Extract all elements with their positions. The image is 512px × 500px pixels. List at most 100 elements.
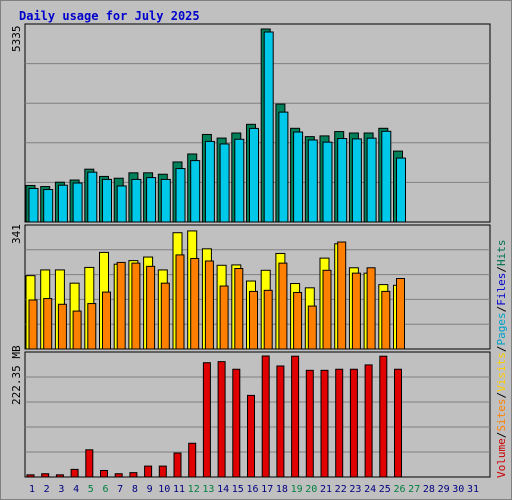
day-label: 15 [232, 484, 244, 495]
sites-bar [381, 290, 391, 350]
volume-bar [394, 368, 402, 478]
volume-bar [349, 368, 358, 478]
day-label: 18 [276, 484, 288, 495]
day-label: 10 [158, 484, 170, 495]
volume-bar [158, 465, 167, 478]
day-label: 21 [320, 484, 332, 495]
files-bar [146, 177, 157, 223]
volume-bar [55, 474, 64, 478]
legend-item: / [495, 392, 508, 399]
volume-bar [379, 355, 388, 478]
day-label: 2 [44, 484, 50, 495]
volume-bar [173, 452, 182, 478]
day-label: 20 [305, 484, 317, 495]
legend-item: / [495, 266, 508, 273]
day-label: 4 [73, 484, 79, 495]
visits-sites-max-label: 341 [10, 224, 23, 244]
day-label: 28 [423, 484, 435, 495]
files-bar [160, 178, 171, 223]
day-label: 8 [132, 484, 138, 495]
files-bar [57, 184, 68, 223]
day-label: 19 [291, 484, 303, 495]
sites-bar [366, 267, 376, 350]
day-label: 17 [261, 484, 273, 495]
sites-bar [57, 303, 67, 350]
files-bar [175, 168, 186, 223]
legend: Volume/Sites/Visits/Pages/Files/Hits [495, 240, 508, 479]
volume-bar [114, 473, 123, 478]
volume-bar [320, 369, 329, 478]
day-label: 30 [452, 484, 464, 495]
legend-item: / [495, 432, 508, 439]
volume-bar [129, 472, 138, 478]
files-bar [322, 141, 333, 223]
files-bar [204, 140, 215, 223]
sites-bar [102, 291, 111, 350]
day-label: 23 [349, 484, 361, 495]
legend-item: Hits [495, 240, 508, 267]
volume-panel [24, 351, 491, 478]
sites-bar [43, 298, 53, 350]
chart-title: Daily usage for July 2025 [19, 9, 200, 23]
files-bar [131, 178, 142, 223]
legend-item: / [495, 306, 508, 313]
day-label: 7 [117, 484, 123, 495]
files-bar [190, 160, 201, 223]
day-label: 14 [217, 484, 229, 495]
sites-bar [28, 299, 38, 350]
volume-bar [41, 473, 50, 478]
legend-item: Pages [495, 312, 508, 345]
volume-max-label: 222.35 MB [10, 345, 23, 405]
sites-bar [160, 282, 170, 350]
volume-bar [188, 442, 197, 478]
sites-bar [293, 291, 303, 350]
sites-bar [249, 290, 258, 350]
day-label: 3 [58, 484, 64, 495]
day-label: 29 [438, 484, 450, 495]
sites-bar [87, 303, 97, 350]
sites-bar [263, 289, 273, 350]
files-bar [219, 143, 230, 223]
files-bar [87, 171, 98, 223]
volume-bar [85, 449, 94, 478]
sites-bar [278, 262, 288, 350]
day-label: 24 [364, 484, 376, 495]
volume-bar [70, 468, 79, 478]
legend-item: Visits [495, 352, 508, 392]
volume-bar [305, 369, 314, 478]
legend-item: / [495, 346, 508, 353]
day-label: 22 [335, 484, 347, 495]
day-label: 25 [379, 484, 391, 495]
files-bar [278, 111, 289, 223]
day-label: 6 [102, 484, 108, 495]
legend-item: Sites [495, 399, 508, 432]
sites-bar [190, 257, 200, 350]
day-label: 16 [246, 484, 258, 495]
files-bar [28, 187, 39, 223]
sites-bar [307, 305, 317, 350]
sites-bar [72, 310, 82, 350]
sites-bar [337, 241, 347, 350]
legend-item: Volume [495, 438, 508, 478]
files-bar [234, 138, 245, 223]
volume-bar [364, 364, 373, 478]
volume-bar [26, 474, 35, 478]
sites-bar [131, 262, 141, 350]
volume-bar [261, 355, 270, 478]
volume-bar [217, 361, 226, 478]
files-bar [293, 131, 304, 223]
sites-bar [219, 285, 229, 350]
files-bar [351, 138, 362, 223]
volume-bar [335, 368, 344, 478]
day-label: 5 [88, 484, 94, 495]
files-bar [396, 157, 406, 223]
day-label: 11 [173, 484, 185, 495]
files-bar [102, 178, 112, 223]
day-label: 1 [29, 484, 35, 495]
hits-files-max-label: 5335 [10, 26, 23, 53]
sites-bar [234, 268, 244, 350]
sites-bar [175, 254, 185, 350]
day-label: 26 [393, 484, 405, 495]
sites-bar [204, 260, 214, 350]
